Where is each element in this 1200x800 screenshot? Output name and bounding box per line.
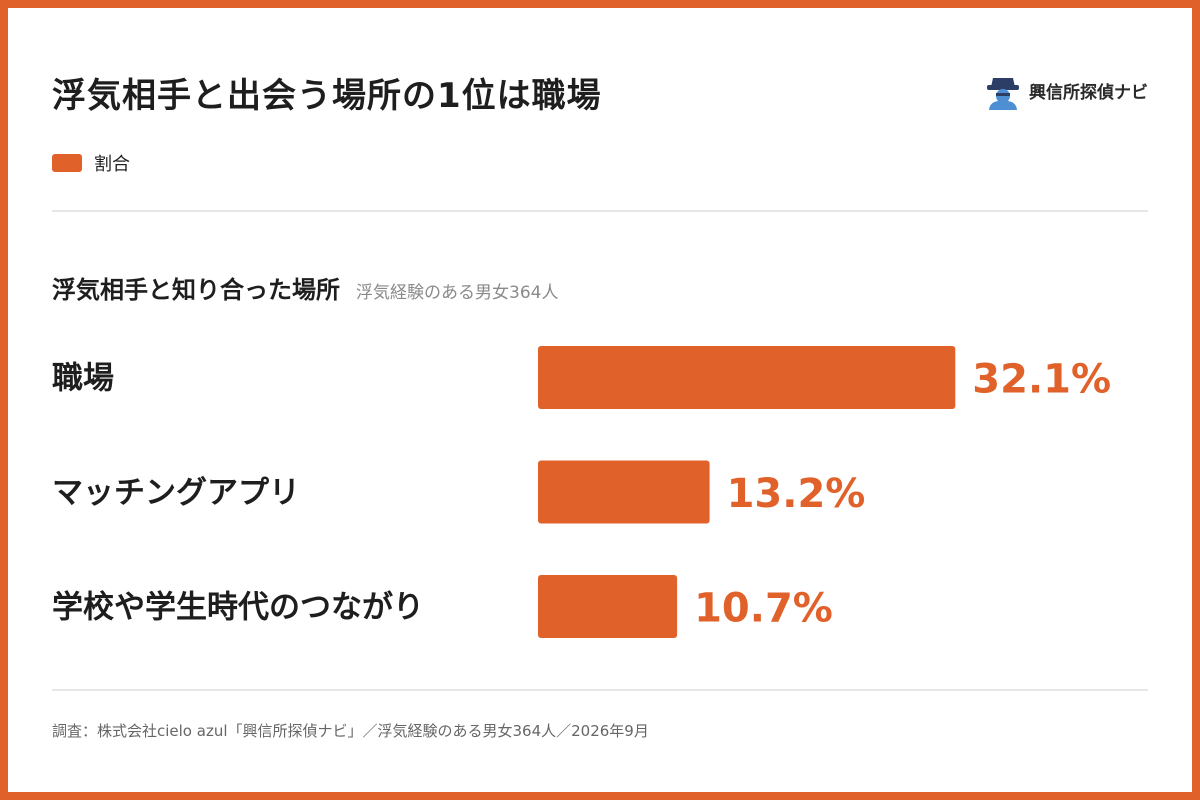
subtitle-main: 浮気相手と知り合った場所 [52, 276, 340, 304]
chart-subtitle: 浮気相手と知り合った場所 浮気経験のある男女364人 [52, 270, 558, 305]
brand-name: 興信所探偵ナビ [1029, 82, 1148, 103]
legend-swatch [52, 154, 82, 172]
chart-title: 浮気相手と出会う場所の1位は職場 [52, 76, 602, 116]
detective-logo-icon [987, 78, 1019, 110]
top-divider [52, 210, 1148, 212]
bar [538, 575, 678, 638]
category-label: 学校や学生時代のつながり [52, 590, 424, 626]
value-label: 13.2% [727, 471, 866, 517]
bar [538, 460, 710, 524]
legend-label: 割合 [94, 154, 130, 175]
bottom-divider [52, 689, 1148, 691]
category-label: 職場 [52, 361, 114, 397]
subtitle-note: 浮気経験のある男女364人 [356, 283, 559, 303]
value-label: 32.1% [972, 357, 1111, 403]
value-label: 10.7% [694, 586, 833, 632]
brand-logo: 興信所探偵ナビ [985, 68, 1148, 112]
category-label: マッチングアプリ [52, 475, 300, 511]
legend: 割合 [52, 150, 130, 176]
bar [538, 346, 956, 409]
source-footer: 調査：株式会社cielo azul「興信所探偵ナビ」／浮気経験のある男女364人… [52, 722, 649, 740]
